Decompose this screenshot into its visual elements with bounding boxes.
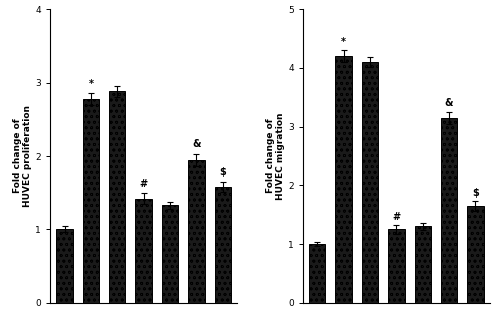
Text: &: & <box>445 99 454 108</box>
Bar <box>82 99 99 303</box>
Bar <box>136 199 152 303</box>
Bar <box>414 226 431 303</box>
Bar <box>336 56 352 303</box>
Bar <box>162 205 178 303</box>
Bar <box>362 62 378 303</box>
Bar <box>388 229 404 303</box>
Bar <box>309 244 326 303</box>
Text: $: $ <box>220 167 226 177</box>
Text: $: $ <box>472 188 479 198</box>
Text: &: & <box>192 139 200 150</box>
Text: #: # <box>392 212 400 222</box>
Bar <box>214 187 231 303</box>
Text: *: * <box>341 37 346 47</box>
Bar <box>56 229 72 303</box>
Text: #: # <box>140 179 147 189</box>
Y-axis label: Fold change of
HUVEC proliferation: Fold change of HUVEC proliferation <box>13 105 32 207</box>
Bar <box>188 160 204 303</box>
Bar <box>468 206 483 303</box>
Text: *: * <box>88 78 94 88</box>
Bar <box>441 118 458 303</box>
Bar <box>109 91 126 303</box>
Y-axis label: Fold change of
HUVEC migration: Fold change of HUVEC migration <box>266 112 285 200</box>
